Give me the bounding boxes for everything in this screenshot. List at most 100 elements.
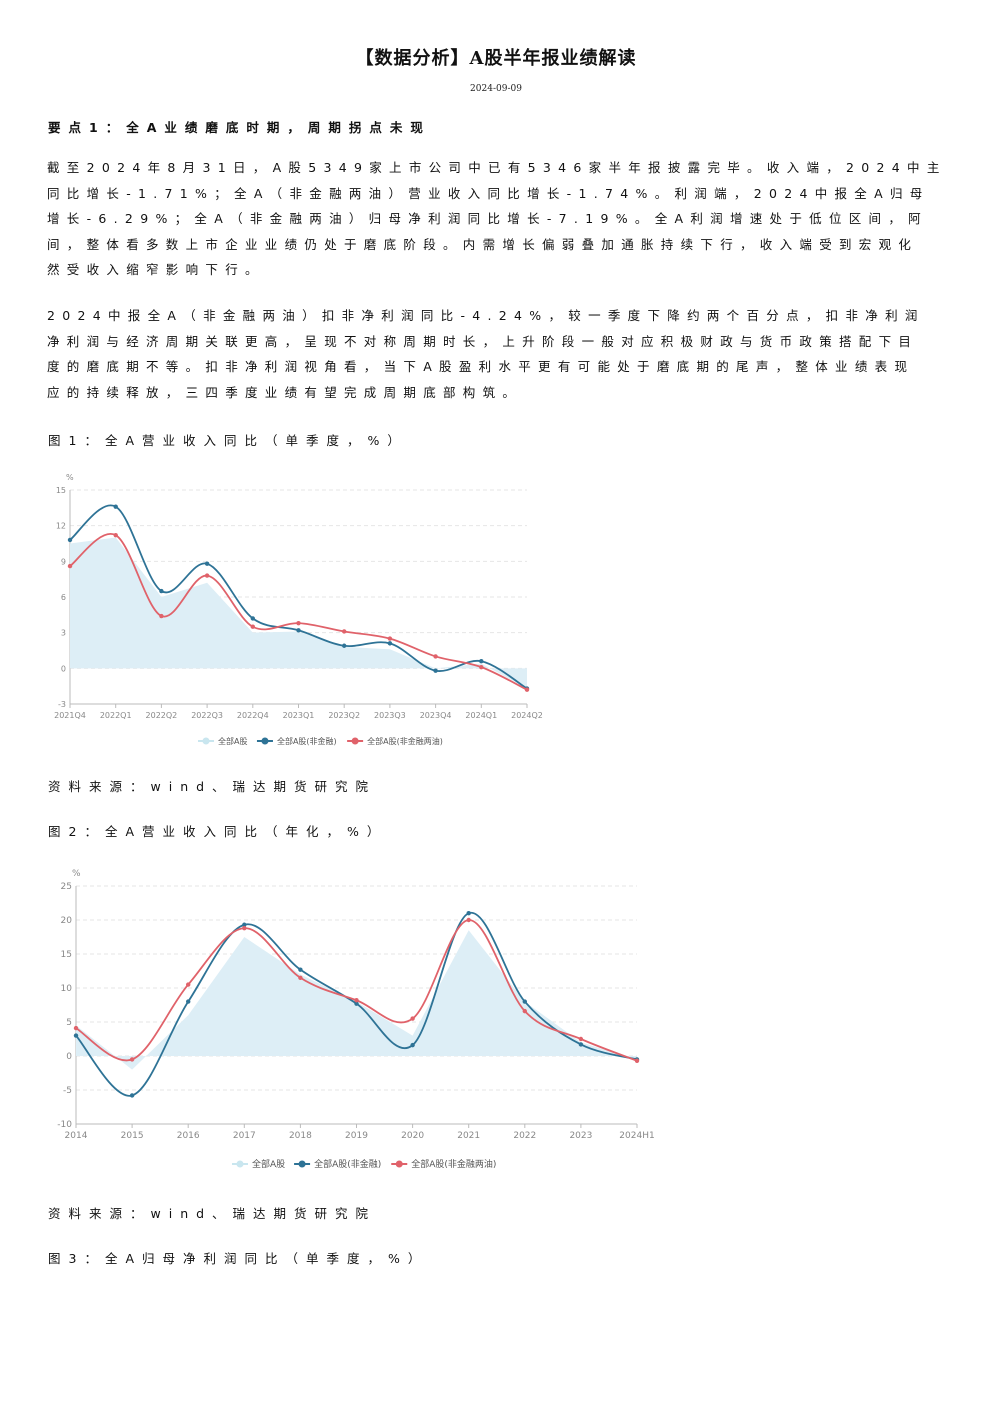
series-point	[73, 1033, 79, 1038]
legend-swatch-dot	[261, 737, 269, 745]
x-tick-label: 2017	[233, 1131, 256, 1141]
x-tick-label: 2022Q2	[146, 711, 178, 720]
series-point	[186, 982, 191, 987]
legend-swatch-dot	[236, 1160, 244, 1168]
legend-swatch-dot	[202, 737, 210, 745]
paragraph-line: 净利润与经济周期关联更高，呈现不对称周期时长，上升阶段一般对应积极财政与货币政策…	[47, 333, 919, 349]
series-point	[410, 1016, 415, 1021]
y-tick-label: 25	[61, 882, 72, 892]
x-tick-label: 2023	[569, 1131, 592, 1141]
series-point	[410, 1042, 415, 1048]
y-tick-label: 0	[66, 1052, 72, 1062]
x-tick-label: 2021	[457, 1131, 480, 1141]
y-tick-label: 3	[61, 629, 66, 638]
y-tick-label: 15	[61, 950, 72, 960]
series-point	[159, 613, 164, 619]
series-point	[242, 922, 247, 927]
paragraph-line: 度的磨底期不等。扣非净利润视角看，当下A股盈利水平更有可能处于磨底期的尾声，整体…	[47, 359, 915, 374]
paragraph-line: 同比增长-1.71%；全A（非金融两油）营业收入同比增长-1.74%。利润端，2…	[47, 185, 930, 201]
figure-1-source: 资料来源：wind、瑞达期货研究院	[48, 779, 377, 794]
series-point	[129, 1093, 135, 1098]
series-point	[634, 1058, 640, 1063]
y-tick-label: -3	[58, 700, 66, 709]
paragraph-line: 间，整体看多数上市企业业绩仍处于磨底阶段。内需增长偏弱叠加通胀持续下行，收入端受…	[47, 236, 919, 252]
x-tick-label: 2022Q3	[191, 711, 223, 720]
x-tick-label: 2018	[289, 1131, 312, 1141]
series-point	[578, 1036, 584, 1042]
x-tick-label: 2015	[121, 1131, 144, 1141]
series-point	[387, 636, 393, 641]
series-line	[69, 504, 528, 690]
figure-1-caption: 图1：全A营业收入同比（单季度，%）	[48, 433, 408, 448]
legend-label: 全部A股	[252, 1158, 285, 1170]
x-tick-label: 2021Q4	[54, 711, 86, 720]
x-tick-label: 2024Q2	[511, 711, 543, 720]
series-point	[298, 967, 303, 972]
x-tick-label: 2024Q1	[465, 711, 497, 720]
x-tick-label: 2020	[401, 1131, 424, 1141]
legend-label: 全部A股	[218, 736, 247, 746]
series-point	[466, 911, 471, 916]
series-point	[578, 1042, 584, 1047]
x-tick-label: 2023Q1	[283, 711, 315, 720]
series-point	[296, 628, 301, 633]
x-tick-label: 2022	[513, 1131, 536, 1141]
series-point	[298, 975, 303, 980]
figure-2-source: 资料来源：wind、瑞达期货研究院	[48, 1206, 377, 1221]
legend-swatch-dot	[395, 1160, 403, 1168]
series-point	[67, 563, 73, 569]
x-tick-label: 2022Q1	[100, 711, 132, 720]
series-point	[73, 1025, 79, 1031]
series-point	[250, 616, 255, 621]
paragraph-line: 截至2024年8月31日，A股5349家上市公司中已有5346家半年报披露完毕。…	[47, 160, 945, 175]
y-tick-label: 5	[66, 1018, 72, 1028]
series-point	[250, 624, 255, 629]
series-line	[69, 532, 528, 691]
series-point	[524, 687, 530, 692]
series-point	[354, 998, 359, 1003]
page-title: 【数据分析】A股半年报业绩解读	[355, 48, 637, 69]
series-area	[76, 930, 637, 1070]
x-tick-label: 2023Q3	[374, 711, 406, 720]
y-tick-label: 20	[61, 916, 73, 926]
x-tick-label: 2023Q4	[420, 711, 452, 720]
figure-2-chart: -10 -5 0 5 10 15 20 25% 2014 2015 2016 2017 2018 2019…	[57, 869, 654, 1170]
x-tick-label: 2024H1	[619, 1131, 654, 1141]
series-point	[479, 659, 484, 664]
series-point	[204, 561, 210, 566]
paragraph-2: 2024中报全A（非金融两油）扣非净利润同比-4.24%，较一季度下降约两个百分…	[47, 303, 945, 405]
paragraph-line: 2024中报全A（非金融两油）扣非净利润同比-4.24%，较一季度下降约两个百分…	[47, 308, 925, 323]
y-tick-label: -5	[63, 1086, 72, 1096]
y-tick-label: 6	[61, 593, 66, 602]
series-point	[433, 668, 438, 673]
series-point	[113, 504, 118, 509]
y-tick-label: -10	[57, 1120, 72, 1130]
y-tick-label: 12	[56, 522, 66, 531]
series-point	[342, 629, 347, 634]
x-tick-label: 2022Q4	[237, 711, 269, 720]
legend-label: 全部A股(非金融两油)	[367, 736, 443, 746]
x-tick-label: 2016	[177, 1131, 200, 1141]
series-point	[354, 1001, 359, 1006]
y-tick-label: 0	[61, 664, 66, 673]
series-point	[204, 573, 210, 578]
series-point	[466, 917, 471, 923]
legend-swatch-dot	[351, 737, 359, 745]
y-unit-label: %	[72, 869, 81, 879]
y-unit-label: %	[66, 473, 74, 482]
paragraph-line: 增长-6.29%；全A（非金融两油）归母净利润同比增长-7.19%。全A利润增速…	[47, 211, 928, 226]
series-point	[113, 532, 118, 538]
series-point	[522, 999, 527, 1004]
paragraph-line: 应的持续释放，三四季度业绩有望完成周期底部构筑。	[47, 384, 523, 400]
x-tick-label: 2014	[65, 1131, 88, 1141]
legend-label: 全部A股(非金融)	[314, 1158, 381, 1170]
figure-1-chart: -3 0 3 6 9 12 15% 2021Q4 2022Q1 2022Q2 2022Q3 2022Q…	[54, 473, 543, 746]
y-tick-label: 15	[56, 486, 66, 495]
y-tick-label: 9	[61, 557, 66, 566]
series-point	[159, 588, 164, 594]
series-point	[129, 1057, 135, 1062]
paragraph-line: 然受收入缩窄影响下行。	[47, 262, 265, 277]
series-area	[70, 537, 527, 689]
figure-2-caption: 图2：全A营业收入同比（年化，%）	[48, 824, 388, 839]
series-point	[433, 654, 438, 659]
